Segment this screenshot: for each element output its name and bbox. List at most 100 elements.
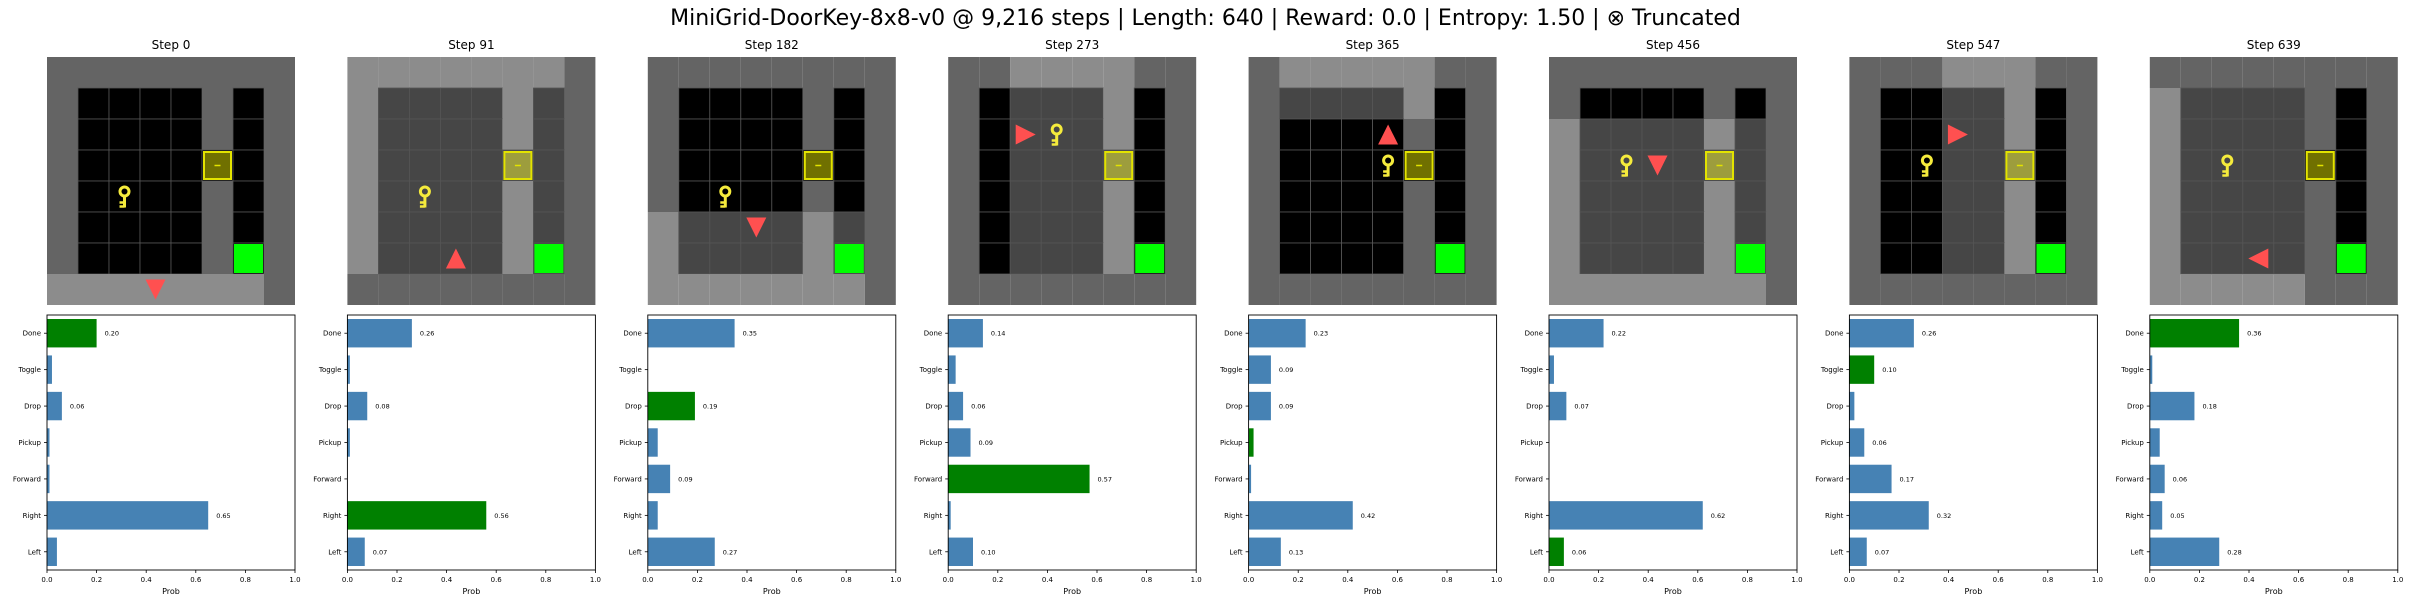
floor-cell bbox=[1133, 149, 1166, 182]
wall-cell bbox=[2304, 181, 2336, 212]
wall-cell bbox=[1403, 57, 1435, 88]
wall-cell bbox=[2149, 119, 2181, 150]
bar-drop bbox=[47, 391, 62, 421]
wall-cell bbox=[1134, 274, 1166, 305]
wall-cell bbox=[1580, 274, 1611, 305]
bar-value-label: 0.07 bbox=[1574, 403, 1588, 411]
y-tick-label: Toggle bbox=[1519, 366, 1543, 374]
wall-cell bbox=[802, 212, 834, 243]
wall-cell bbox=[202, 57, 233, 88]
floor-cell bbox=[2242, 149, 2275, 182]
wall-cell bbox=[1465, 57, 1497, 88]
floor-cell bbox=[978, 87, 1011, 120]
wall-cell bbox=[440, 57, 472, 88]
floor-cell bbox=[1579, 211, 1612, 244]
floor-cell bbox=[1641, 87, 1674, 120]
floor-cell bbox=[1040, 180, 1073, 213]
bar-done bbox=[647, 319, 735, 348]
wall-cell bbox=[1549, 212, 1580, 243]
bar-forward bbox=[948, 464, 1090, 494]
wall-cell bbox=[1403, 212, 1435, 243]
floor-cell bbox=[709, 87, 742, 120]
bar-value-label: 0.14 bbox=[991, 330, 1005, 338]
floor-cell bbox=[470, 149, 503, 182]
wall-cell bbox=[864, 88, 896, 119]
x-tick-label: 0.2 bbox=[2194, 576, 2205, 584]
wall-cell bbox=[1642, 57, 1673, 88]
wall-cell bbox=[264, 181, 295, 212]
wall-cell bbox=[1549, 274, 1580, 305]
wall-cell bbox=[2066, 119, 2098, 150]
bar-value-label: 0.28 bbox=[2227, 548, 2241, 556]
floor-cell bbox=[533, 118, 565, 151]
y-tick-label: Pickup bbox=[1821, 439, 1844, 447]
floor-cell bbox=[978, 180, 1011, 213]
goal-square-icon bbox=[534, 244, 564, 273]
floor-cell bbox=[1434, 211, 1466, 244]
wall-cell bbox=[502, 119, 534, 150]
floor-cell bbox=[1434, 118, 1466, 151]
wall-cell bbox=[47, 57, 78, 88]
floor-cell bbox=[2273, 180, 2306, 213]
floor-cell bbox=[2335, 87, 2368, 120]
floor-cell bbox=[1071, 87, 1104, 120]
bar-value-label: 0.19 bbox=[703, 403, 717, 411]
floor-cell bbox=[1734, 180, 1767, 213]
x-tick-label: 0.6 bbox=[1692, 576, 1704, 584]
bar-value-label: 0.09 bbox=[979, 439, 993, 447]
wall-cell bbox=[948, 243, 980, 274]
y-tick-label: Done bbox=[2125, 330, 2143, 338]
floor-cell bbox=[139, 149, 172, 182]
wall-cell bbox=[109, 274, 140, 305]
panel-title: Step 639 bbox=[2247, 38, 2301, 52]
floor-cell bbox=[1579, 87, 1612, 120]
y-tick-label: Right bbox=[1224, 512, 1243, 520]
floor-cell bbox=[1040, 149, 1073, 182]
wall-cell bbox=[1341, 274, 1373, 305]
floor-cell bbox=[2273, 211, 2306, 244]
wall-cell bbox=[1248, 212, 1280, 243]
wall-cell bbox=[1103, 212, 1135, 243]
floor-cell bbox=[2180, 87, 2213, 120]
wall-cell bbox=[1165, 212, 1197, 243]
floor-cell bbox=[1734, 149, 1767, 182]
wall-cell bbox=[564, 57, 596, 88]
wall-cell bbox=[533, 274, 565, 305]
action-prob-chart: Left 0.27 Right Forward 0.09 Pickup Drop 0.19 To… bbox=[614, 314, 901, 596]
floor-cell bbox=[1310, 242, 1342, 275]
wall-cell bbox=[1465, 212, 1497, 243]
x-tick-label: 0.0 bbox=[1844, 576, 1855, 584]
y-tick-label: Left bbox=[328, 548, 341, 556]
wall-cell bbox=[1403, 274, 1435, 305]
bar-value-label: 0.62 bbox=[1711, 512, 1725, 520]
x-tick-label: 0.0 bbox=[943, 576, 954, 584]
wall-cell bbox=[502, 212, 534, 243]
floor-cell bbox=[1341, 87, 1373, 120]
floor-cell bbox=[1310, 211, 1342, 244]
floor-cell bbox=[1133, 87, 1166, 120]
wall-cell bbox=[771, 274, 803, 305]
wall-cell bbox=[1103, 274, 1135, 305]
x-tick-label: 0.4 bbox=[1042, 576, 1054, 584]
floor-cell bbox=[139, 242, 172, 275]
wall-cell bbox=[1248, 150, 1280, 181]
goal-square-icon bbox=[2336, 244, 2366, 273]
floor-cell bbox=[2335, 149, 2368, 182]
wall-cell bbox=[2366, 150, 2398, 181]
wall-cell bbox=[78, 274, 109, 305]
floor-cell bbox=[1942, 211, 1974, 244]
y-tick-label: Forward bbox=[2116, 475, 2144, 483]
y-tick-label: Left bbox=[1530, 548, 1543, 556]
wall-cell bbox=[2035, 274, 2067, 305]
floor-cell bbox=[2035, 118, 2067, 151]
floor-cell bbox=[2335, 211, 2368, 244]
panel-title: Step 182 bbox=[745, 38, 799, 52]
wall-cell bbox=[647, 243, 679, 274]
wall-cell bbox=[264, 150, 295, 181]
wall-cell bbox=[1704, 212, 1735, 243]
wall-cell bbox=[2004, 57, 2036, 88]
wall-cell bbox=[347, 274, 379, 305]
wall-cell bbox=[1465, 243, 1497, 274]
wall-cell bbox=[378, 274, 410, 305]
wall-cell bbox=[1403, 243, 1435, 274]
